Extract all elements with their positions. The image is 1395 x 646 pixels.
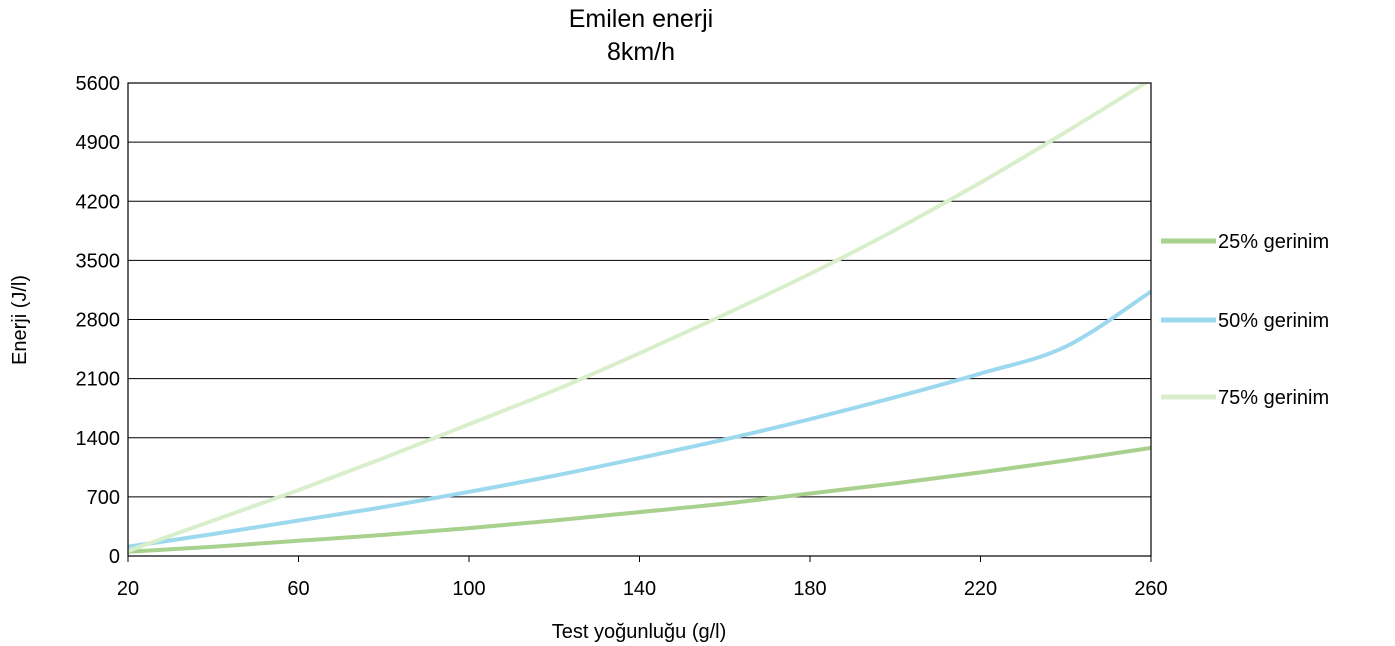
y-axis-label: Enerji (J/l) xyxy=(9,275,31,365)
x-tick-label: 60 xyxy=(287,578,309,600)
series-lines xyxy=(128,83,1151,554)
chart-title: Emilen enerji xyxy=(569,5,714,33)
gridlines xyxy=(128,82,1151,557)
chart-subtitle: 8km/h xyxy=(607,38,675,66)
series-line-1 xyxy=(128,445,1151,554)
x-tick-label: 20 xyxy=(117,578,139,600)
series-line-3 xyxy=(128,83,1150,553)
y-tick-label: 2800 xyxy=(76,310,121,332)
legend-label: 50% gerinim xyxy=(1218,310,1329,332)
series-line-2 xyxy=(128,289,1151,549)
y-tick-label: 0 xyxy=(109,546,120,568)
y-tick-label: 5600 xyxy=(76,73,121,95)
x-tick-label: 220 xyxy=(964,578,997,600)
y-tick-label: 3500 xyxy=(76,250,121,272)
x-axis-label: Test yoğunluğu (g/l) xyxy=(552,621,727,643)
x-tick-label: 100 xyxy=(452,578,485,600)
y-axis-ticks: 0 700 1400 2100 2800 3500 4200 4900 5600 xyxy=(76,73,121,568)
y-tick-label: 1400 xyxy=(76,428,121,450)
y-tick-label: 700 xyxy=(87,487,120,509)
y-tick-label: 4200 xyxy=(76,191,121,213)
legend: 25% gerinim 50% gerinim 75% gerinim xyxy=(1161,231,1329,409)
y-tick-label: 4900 xyxy=(76,132,121,154)
legend-label: 25% gerinim xyxy=(1218,231,1329,253)
legend-label: 75% gerinim xyxy=(1218,387,1329,409)
x-tick-label: 260 xyxy=(1134,578,1167,600)
plot-area-frame xyxy=(127,82,1152,557)
x-axis-ticks: 20 60 100 140 180 220 260 xyxy=(117,556,1168,600)
x-tick-label: 140 xyxy=(623,578,656,600)
x-tick-label: 180 xyxy=(793,578,826,600)
y-tick-label: 2100 xyxy=(76,369,121,391)
